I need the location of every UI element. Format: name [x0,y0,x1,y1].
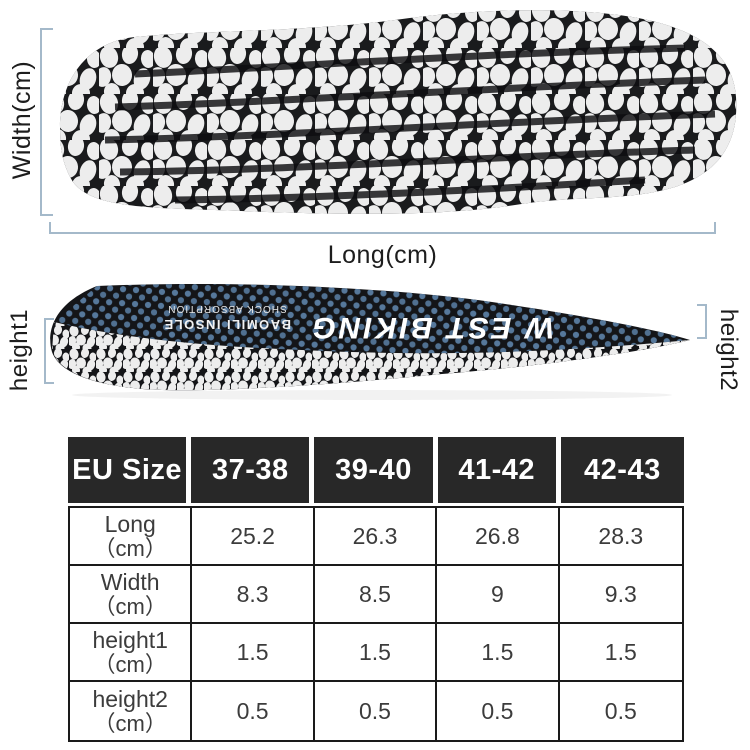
brand-print: W EST BIKING [310,311,554,344]
insole-side-view-art: W EST BIKING BAOMILI INSOLE SHOCK ABSORP… [50,283,691,400]
table-cell: 9.3 [559,566,682,624]
size-table-header-row: EU Size 37-38 39-40 41-42 42-43 [68,437,684,503]
width-dimension-label: Width(cm) [8,60,36,180]
size-table: EU Size 37-38 39-40 41-42 42-43 Long （cm）… [68,437,684,742]
row-label-text: height1 [92,626,168,653]
side-top-surface-dots [54,284,690,354]
table-cell: 8.5 [314,566,438,624]
width-measure-bracket [40,28,53,216]
table-cell: 1.5 [437,624,560,682]
row-unit-text: （cm） [93,593,167,619]
row-unit-text: （cm） [93,535,167,561]
side-view-shadow [72,390,672,400]
table-cell: 28.3 [559,508,682,566]
row-unit-text: （cm） [93,651,167,677]
brand-text: W EST BIKING [310,311,554,344]
long-dimension-label: Long(cm) [327,241,438,269]
row-label-height1: height1 （cm） [70,624,193,682]
table-cell: 1.5 [192,624,315,682]
table-cell: 0.5 [559,682,682,740]
height1-measure-bracket [44,318,54,384]
size-table-header-42-43: 42-43 [560,437,684,503]
table-cell: 25.2 [192,508,315,566]
height2-measure-bracket [697,304,707,339]
insole-bottom-view-art [60,10,737,214]
table-cell: 9 [437,566,560,624]
size-table-body: Long （cm） 25.2 26.3 26.8 28.3 Width （cm） 8.3 8.5 9… [68,506,684,742]
side-pebble-band [52,322,690,391]
table-cell: 1.5 [314,624,438,682]
insole-text-line2: SHOCK ABSORPTION [167,303,286,314]
size-table-header-41-42: 41-42 [437,437,561,503]
row-label-width: Width （cm） [70,566,193,624]
size-table-header-eu-size: EU Size [68,437,192,503]
row-label-text: Long [104,510,156,537]
row-unit-text: （cm） [93,710,167,736]
size-table-header-39-40: 39-40 [314,437,438,503]
row-label-height2: height2 （cm） [70,682,193,740]
height2-dimension-label: height2 [715,308,742,392]
size-table-header-37-38: 37-38 [191,437,315,503]
insole-bottom-view-image [45,2,745,234]
table-cell: 0.5 [437,682,560,740]
row-label-long: Long （cm） [70,508,193,566]
row-label-text: height2 [92,685,168,712]
sole-flex-grooves [104,44,716,204]
table-cell: 0.5 [314,682,438,740]
insole-side-view-image: W EST BIKING BAOMILI INSOLE SHOCK ABSORP… [42,280,702,402]
row-label-text: Width [100,568,160,595]
table-cell: 26.8 [437,508,560,566]
table-cell: 0.5 [192,682,315,740]
insole-print: BAOMILI INSOLE SHOCK ABSORPTION [163,303,291,332]
insole-text-line1: BAOMILI INSOLE [163,317,291,332]
height1-dimension-label: height1 [6,308,33,392]
table-cell: 26.3 [314,508,438,566]
table-cell: 8.3 [192,566,315,624]
table-cell: 1.5 [559,624,682,682]
long-measure-bracket [49,222,716,234]
